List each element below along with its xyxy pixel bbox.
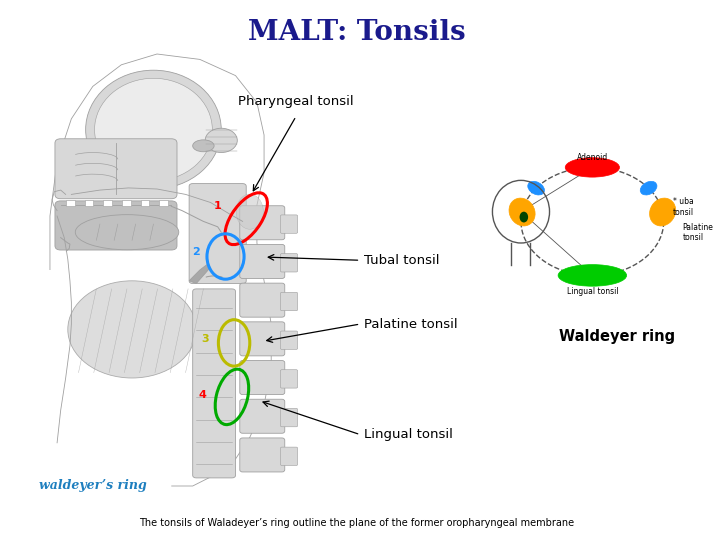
Text: 1: 1 <box>214 201 222 211</box>
Ellipse shape <box>86 70 221 189</box>
Ellipse shape <box>509 198 535 226</box>
FancyBboxPatch shape <box>281 331 297 349</box>
FancyBboxPatch shape <box>240 438 284 472</box>
FancyBboxPatch shape <box>55 201 177 250</box>
Text: Pharyngeal tonsil: Pharyngeal tonsil <box>238 95 354 108</box>
Text: * uba
tonsil: * uba tonsil <box>673 197 694 217</box>
Text: Palatine tonsil: Palatine tonsil <box>364 318 458 330</box>
Text: 2: 2 <box>192 247 200 256</box>
FancyBboxPatch shape <box>240 399 284 433</box>
Ellipse shape <box>76 215 179 250</box>
FancyBboxPatch shape <box>240 361 284 395</box>
Bar <box>66 200 75 206</box>
Text: Adenoid: Adenoid <box>577 153 608 162</box>
Text: Waldeyer ring: Waldeyer ring <box>559 329 675 345</box>
Ellipse shape <box>236 194 264 229</box>
Ellipse shape <box>528 181 544 195</box>
Bar <box>122 200 130 206</box>
Text: Tubal tonsil: Tubal tonsil <box>364 254 439 267</box>
Ellipse shape <box>520 212 528 222</box>
Bar <box>85 200 94 206</box>
Polygon shape <box>189 265 210 284</box>
FancyBboxPatch shape <box>281 408 297 427</box>
Bar <box>104 200 112 206</box>
Text: The tonsils of Waladeyer’s ring outline the plane of the former oropharyngeal me: The tonsils of Waladeyer’s ring outline … <box>139 518 575 528</box>
Text: Lingual tonsil: Lingual tonsil <box>364 428 453 441</box>
Ellipse shape <box>649 198 675 226</box>
Ellipse shape <box>94 78 212 181</box>
Text: 3: 3 <box>202 334 210 344</box>
Bar <box>140 200 149 206</box>
FancyBboxPatch shape <box>193 289 235 478</box>
Ellipse shape <box>68 281 197 378</box>
FancyBboxPatch shape <box>281 254 297 272</box>
Ellipse shape <box>640 181 657 195</box>
Text: Lingual tonsil: Lingual tonsil <box>567 287 618 296</box>
FancyBboxPatch shape <box>281 370 297 388</box>
Bar <box>159 200 168 206</box>
Ellipse shape <box>193 140 214 152</box>
FancyBboxPatch shape <box>281 447 297 465</box>
FancyBboxPatch shape <box>240 322 284 356</box>
FancyBboxPatch shape <box>281 292 297 310</box>
Text: MALT: Tonsils: MALT: Tonsils <box>248 19 466 46</box>
FancyBboxPatch shape <box>240 283 284 317</box>
Text: 4: 4 <box>199 390 207 400</box>
FancyBboxPatch shape <box>281 215 297 233</box>
FancyBboxPatch shape <box>55 139 177 199</box>
FancyBboxPatch shape <box>240 245 284 279</box>
Text: Palatine
tonsil: Palatine tonsil <box>683 222 713 242</box>
FancyBboxPatch shape <box>189 184 246 284</box>
Ellipse shape <box>558 265 626 286</box>
Ellipse shape <box>565 158 619 177</box>
FancyBboxPatch shape <box>425 97 703 302</box>
FancyBboxPatch shape <box>240 206 284 240</box>
Text: waldeyer’s ring: waldeyer’s ring <box>40 480 147 492</box>
Ellipse shape <box>205 128 238 152</box>
